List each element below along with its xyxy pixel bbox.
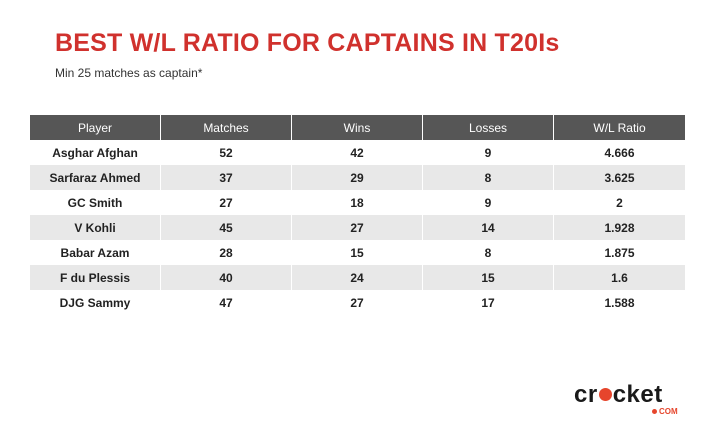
logo-word-right: cket bbox=[612, 381, 663, 408]
column-header-losses: Losses bbox=[423, 115, 554, 140]
chart-subtitle: Min 25 matches as captain* bbox=[55, 66, 203, 80]
cell-matches: 47 bbox=[161, 290, 292, 315]
column-header-wl-ratio: W/L Ratio bbox=[554, 115, 685, 140]
chart-title: BEST W/L RATIO FOR CAPTAINS IN T20Is bbox=[55, 29, 560, 57]
logo-word-left: cr bbox=[574, 381, 598, 408]
cell-player: V Kohli bbox=[30, 215, 161, 240]
logo-wordmark: cr cket bbox=[574, 382, 663, 408]
cell-losses: 8 bbox=[423, 165, 554, 190]
cell-matches: 37 bbox=[161, 165, 292, 190]
column-header-wins: Wins bbox=[292, 115, 423, 140]
cell-matches: 27 bbox=[161, 190, 292, 215]
table-row: V Kohli 45 27 14 1.928 bbox=[30, 215, 685, 240]
table-header-row: Player Matches Wins Losses W/L Ratio bbox=[30, 115, 685, 140]
cell-wl-ratio: 2 bbox=[554, 190, 685, 215]
cricket-com-logo: cr cket COM bbox=[574, 382, 686, 418]
cell-player: Asghar Afghan bbox=[30, 140, 161, 165]
table-row: Sarfaraz Ahmed 37 29 8 3.625 bbox=[30, 165, 685, 190]
captains-table: Player Matches Wins Losses W/L Ratio Asg… bbox=[30, 115, 685, 315]
cell-matches: 52 bbox=[161, 140, 292, 165]
table-row: DJG Sammy 47 27 17 1.588 bbox=[30, 290, 685, 315]
cell-wl-ratio: 1.588 bbox=[554, 290, 685, 315]
logo-suffix: COM bbox=[659, 407, 678, 416]
table-row: Babar Azam 28 15 8 1.875 bbox=[30, 240, 685, 265]
cell-matches: 28 bbox=[161, 240, 292, 265]
cell-wins: 24 bbox=[292, 265, 423, 290]
cell-wins: 27 bbox=[292, 290, 423, 315]
cricket-ball-icon bbox=[598, 388, 612, 401]
cell-player: Babar Azam bbox=[30, 240, 161, 265]
cell-player: F du Plessis bbox=[30, 265, 161, 290]
cell-losses: 9 bbox=[423, 190, 554, 215]
cell-losses: 8 bbox=[423, 240, 554, 265]
dot-icon bbox=[652, 409, 657, 414]
cell-wins: 18 bbox=[292, 190, 423, 215]
cell-matches: 45 bbox=[161, 215, 292, 240]
cell-losses: 17 bbox=[423, 290, 554, 315]
cell-wins: 27 bbox=[292, 215, 423, 240]
cell-wl-ratio: 1.6 bbox=[554, 265, 685, 290]
cell-wl-ratio: 1.875 bbox=[554, 240, 685, 265]
cell-wins: 42 bbox=[292, 140, 423, 165]
table-row: GC Smith 27 18 9 2 bbox=[30, 190, 685, 215]
cell-losses: 14 bbox=[423, 215, 554, 240]
cell-player: Sarfaraz Ahmed bbox=[30, 165, 161, 190]
cell-player: GC Smith bbox=[30, 190, 161, 215]
cell-wl-ratio: 3.625 bbox=[554, 165, 685, 190]
cell-matches: 40 bbox=[161, 265, 292, 290]
cell-losses: 9 bbox=[423, 140, 554, 165]
column-header-matches: Matches bbox=[161, 115, 292, 140]
cell-player: DJG Sammy bbox=[30, 290, 161, 315]
table-row: Asghar Afghan 52 42 9 4.666 bbox=[30, 140, 685, 165]
cell-losses: 15 bbox=[423, 265, 554, 290]
logo-dotcom: COM bbox=[652, 407, 678, 416]
table-row: F du Plessis 40 24 15 1.6 bbox=[30, 265, 685, 290]
cell-wl-ratio: 1.928 bbox=[554, 215, 685, 240]
cell-wins: 15 bbox=[292, 240, 423, 265]
column-header-player: Player bbox=[30, 115, 161, 140]
cell-wins: 29 bbox=[292, 165, 423, 190]
cell-wl-ratio: 4.666 bbox=[554, 140, 685, 165]
